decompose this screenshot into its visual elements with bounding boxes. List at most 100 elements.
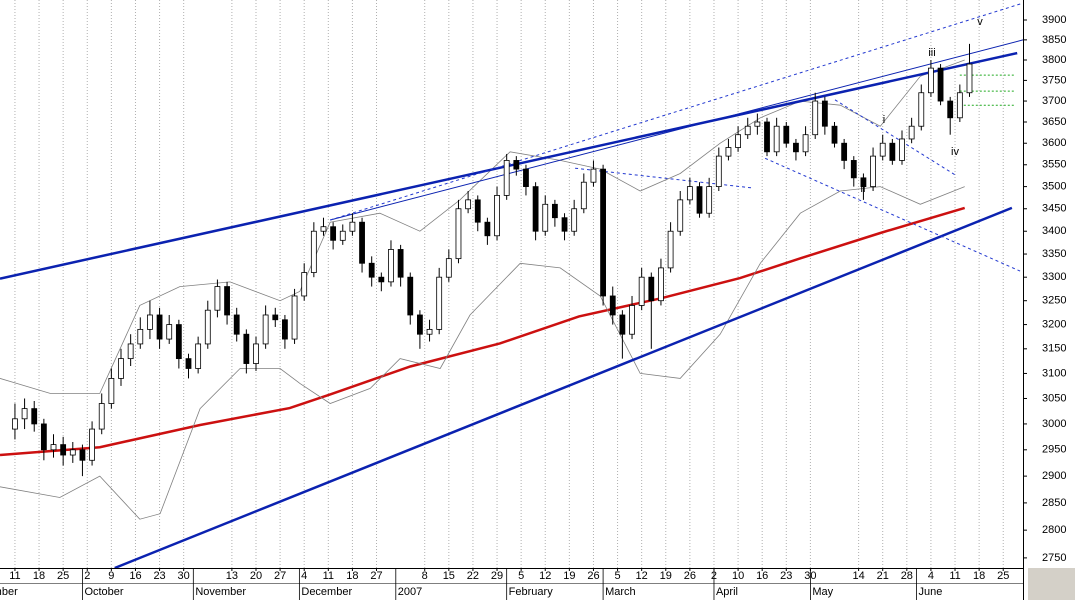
candle-body (648, 276, 655, 302)
candle-body (310, 230, 317, 273)
x-tick-label: 4 (301, 570, 307, 582)
candle-body (629, 305, 635, 335)
x-tick-label: 21 (877, 570, 889, 582)
candle-body (773, 125, 780, 153)
x-tick-label: 13 (226, 570, 238, 582)
candle-body (532, 186, 539, 232)
y-tick-label: 2950 (1042, 444, 1066, 456)
overlay-line (0, 59, 965, 394)
candle-body (793, 142, 799, 153)
candle-body (619, 314, 626, 335)
y-tick-label: 3100 (1042, 367, 1066, 379)
candle-body (735, 134, 741, 148)
candle-body (31, 408, 38, 425)
candle-body (484, 221, 491, 237)
candle-body (831, 125, 838, 144)
y-tick-label: 3900 (1042, 14, 1066, 26)
x-tick-label: 8 (422, 570, 428, 582)
x-tick-label: 15 (443, 570, 455, 582)
candle-body (301, 272, 308, 297)
wave-label: v (977, 16, 983, 28)
corner-box (1028, 568, 1075, 600)
candle-body (40, 423, 47, 451)
candle-body (918, 92, 925, 127)
candle-body (658, 267, 664, 302)
x-tick-label: 16 (756, 570, 768, 582)
overlay-line (0, 206, 966, 457)
candle-body (754, 121, 761, 127)
y-tick-label: 3500 (1042, 181, 1066, 193)
candle-body (744, 125, 751, 136)
month-label: October (84, 586, 123, 598)
month-label: April (716, 586, 738, 598)
y-tick-label: 3550 (1042, 159, 1066, 171)
plot-area (0, 0, 1023, 568)
month-label: June (918, 586, 942, 598)
candle-body (436, 276, 443, 330)
candle-body (204, 309, 211, 345)
candle-body (21, 408, 28, 420)
candle-body (841, 142, 848, 161)
y-tick-label: 3000 (1042, 418, 1066, 430)
x-tick-label: 4 (928, 570, 934, 582)
candle-body (465, 199, 472, 210)
candle-body (542, 203, 549, 232)
x-tick-label: 5 (518, 570, 524, 582)
candle-body (175, 324, 182, 360)
y-tick-label: 2850 (1042, 497, 1066, 509)
candle-body (407, 276, 414, 316)
x-tick-label: 12 (539, 570, 551, 582)
candle-body (580, 181, 587, 210)
candle-body (715, 155, 722, 188)
month-label: December (301, 586, 352, 598)
candle-body (571, 208, 578, 232)
candle-body (551, 203, 558, 219)
candle-body (445, 258, 452, 278)
x-tick-label: 20 (250, 570, 262, 582)
x-tick-label: 16 (129, 570, 141, 582)
candle-body (262, 314, 269, 345)
x-tick-label: 10 (732, 570, 744, 582)
x-tick-label: 23 (780, 570, 792, 582)
candle-body (821, 100, 828, 127)
x-tick-label: 26 (684, 570, 696, 582)
candle-body (609, 295, 616, 316)
x-tick-label: 14 (852, 570, 864, 582)
candle-body (397, 249, 404, 278)
candle-body (137, 328, 144, 345)
candle-body (195, 343, 202, 369)
y-tick-label: 3250 (1042, 295, 1066, 307)
candle-body (330, 226, 337, 241)
candle-body (166, 324, 173, 340)
x-tick-label: 18 (346, 570, 358, 582)
candle-body (282, 319, 288, 340)
candle-body (89, 428, 95, 461)
candle-body (320, 226, 327, 232)
candle-body (224, 286, 230, 316)
x-tick-label: 11 (323, 570, 334, 582)
candle-body (60, 444, 67, 456)
overlay-line (114, 206, 1013, 568)
candle-body (503, 160, 510, 196)
month-label: March (605, 586, 636, 598)
x-tick-label: 25 (57, 570, 69, 582)
candle-body (956, 92, 963, 119)
overlay-line (764, 157, 1021, 272)
y-tick-label: 3750 (1042, 74, 1066, 86)
x-tick-label: 28 (901, 570, 913, 582)
y-tick-label: 3400 (1042, 225, 1066, 237)
candle-body (850, 160, 857, 179)
candle-body (12, 418, 18, 430)
month-label: November (195, 586, 246, 598)
wave-label: i (883, 114, 885, 126)
candle-body (947, 100, 954, 119)
wave-label: iv (951, 146, 959, 158)
candle-body (243, 333, 250, 364)
candle-body (899, 138, 905, 161)
candle-body (686, 186, 693, 201)
x-tick-label: 25 (997, 570, 1009, 582)
candle-body (233, 314, 240, 335)
candle-body (272, 314, 279, 321)
wave-label: ii (861, 183, 866, 195)
